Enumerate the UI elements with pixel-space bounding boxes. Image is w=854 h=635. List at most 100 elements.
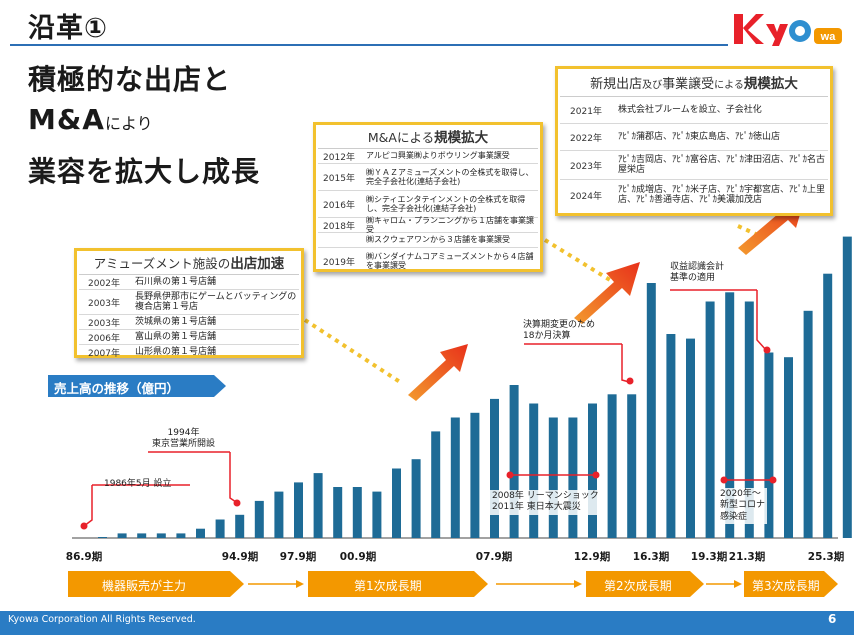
new-stores-callout-heading: 新規出店及び事業譲受による規模拡大 [558,69,830,96]
amusement-row-year: 2002年 [88,278,120,289]
headline-niyori: により [104,114,153,133]
lehman-marker-start [506,471,514,479]
ma-row: 2015年 ㈱ＹＡＺアミューズメントの全株式を取得し、完全子会社化(連結子会社) [318,164,538,191]
new-head-plain1: 新規出店 [590,77,643,92]
headline-line3: 業容を拡大し成長 [28,155,261,188]
sales-bar [215,519,225,538]
accounting-marker [763,346,771,354]
tokyo-marker [233,499,241,507]
logo-k-mark [734,14,764,44]
amusement-callout: アミューズメント施設の出店加速 2002年 石川県の第１号店舗 2003年 長野県伊… [74,248,304,359]
sales-bar [235,514,245,538]
ma-row-text: ㈱シティエンタテインメントの全株式を取得し、完全子会社化(連結子会社) [366,194,526,213]
sales-bar [686,338,695,538]
phase-label-3: 第2次成長期 [604,579,672,593]
amusement-row-text: 茨城県の第１号店舗 [135,316,217,327]
amusement-row-year: 2003年 [88,318,120,329]
phase-arrows [68,571,838,597]
ma-row-text: ㈱バンダイナムコアミューズメントから４店舗を事業譲受 [366,251,534,270]
sales-bar [470,412,480,538]
sales-bar [372,491,382,538]
amusement-row-year: 2006年 [88,333,120,344]
growth-arrow-2 [574,262,640,324]
phase-label-2: 第1次成長期 [354,579,422,593]
new-row: 2023年 ｱﾋﾟｶ吉岡店、ｱﾋﾟｶ富谷店、ｱﾋﾟｶ津田沼店、ｱﾋﾟｶ名古屋栄店 [560,151,828,180]
new-row-text: ｱﾋﾟｶ蒲郡店、ｱﾋﾟｶ東広島店、ｱﾋﾟｶ徳山店 [618,131,781,142]
accounting-leader [756,290,767,351]
sales-bar [705,301,715,538]
amusement-row: 2003年 茨城県の第１号店舗 [79,315,299,330]
ma-row-text: ㈱キャロム・プランニングから１店舗を事業譲受 [366,215,534,234]
x-tick-label: 21.3期 [728,551,766,563]
sales-bar [196,528,205,538]
connector-lines [303,194,806,401]
new-row: 2022年 ｱﾋﾟｶ蒲郡店、ｱﾋﾟｶ東広島店、ｱﾋﾟｶ徳山店 [560,124,828,151]
ma-row-year: 2012年 [323,152,355,163]
sales-bar [627,394,637,538]
x-tick-label: 97.9期 [279,551,317,563]
lehman-marker-end [592,471,600,479]
sales-bar [274,491,284,538]
page-number: 6 [828,612,837,626]
amusement-row: 2007年 山形県の第１号店舗 [79,345,299,359]
new-row-year: 2024年 [570,191,602,202]
sales-bar [333,487,343,538]
title-underline [10,44,728,46]
new-row-year: 2023年 [570,161,602,172]
new-row-text: ｱﾋﾟｶ成増店、ｱﾋﾟｶ米子店、ｱﾋﾟｶ宇都宮店、ｱﾋﾟｶ上里店、ｱﾋﾟｶ善通寺… [618,184,826,205]
headline-line2: M&Aにより [28,103,153,136]
sales-bar [411,459,421,538]
new-stores-callout: 新規出店及び事業譲受による規模拡大 2021年 株式会社ブルームを設立、子会社化 … [555,66,833,216]
note-lehman-earthquake: 2008年 リーマンショック 2011年 東日本大震災 [490,490,601,515]
sales-bar [842,236,852,538]
sales-bar [431,431,441,538]
sales-bar [509,385,519,538]
new-row-text: 株式会社ブルームを設立、子会社化 [618,104,762,115]
new-head-small2: による [714,80,744,91]
headline-line1: 積極的な出店と [28,63,232,96]
tokyo-leader [229,452,237,503]
sales-bar [254,500,264,538]
sales-bar [588,403,597,538]
new-row-text: ｱﾋﾟｶ吉岡店、ｱﾋﾟｶ富谷店、ｱﾋﾟｶ津田沼店、ｱﾋﾟｶ名古屋栄店 [618,154,826,175]
new-head-bold: 規模拡大 [743,76,798,92]
sales-bar [176,533,186,538]
note-fiscal-change: 決算期変更のため 18か月決算 [523,320,596,342]
bars-group [98,236,852,538]
ma-row: 2018年 ㈱キャロム・プランニングから１店舗を事業譲受 [318,215,538,234]
sales-bar [666,334,676,538]
ma-row: 2019年 ㈱バンダイナムコアミューズメントから４店舗を事業譲受 [318,248,538,274]
covid-marker-end [769,476,777,484]
note-founded: 1986年5月 設立 [104,479,172,489]
kyowa-logo: wa [734,14,842,46]
sales-bar [568,417,578,538]
headline-ma: M&A [28,103,105,136]
phase-arrow-3 [586,571,704,597]
sales-trend-label-text: 売上高の推移（億円） [54,381,180,396]
amusement-row-year: 2003年 [88,298,120,309]
sales-bar [352,487,362,538]
phase-arrow-4 [744,571,838,597]
sales-bar [823,273,833,538]
ma-row-text: ㈱ＹＡＺアミューズメントの全株式を取得し、完全子会社化(連結子会社) [366,167,534,186]
note-covid: 2020年～ 新型コロナ 感染症 [718,488,768,524]
x-tick-label: 19.3期 [690,551,728,563]
page-title: 沿革① [28,13,108,44]
x-tick-label: 86.9期 [65,551,103,563]
sales-bar [117,533,127,538]
sales-bar [156,533,166,538]
x-tick-label: 07.9期 [475,551,513,563]
ma-row-year: 2019年 [323,257,355,268]
amusement-row-year: 2007年 [88,348,120,359]
amusement-row: 2003年 長野県伊那市にゲームとバッティングの複合店第１号店 [79,290,299,315]
amusement-row: 2002年 石川県の第１号店舗 [79,275,299,290]
new-row-year: 2021年 [570,106,602,117]
sales-bar [529,403,539,538]
logo-y-mark [766,24,788,46]
phase-arrow-2 [308,571,488,597]
new-head-small: 及び [642,80,663,91]
x-tick-label: 12.9期 [573,551,611,563]
x-tick-label: 94.9期 [221,551,259,563]
new-row: 2024年 ｱﾋﾟｶ成増店、ｱﾋﾟｶ米子店、ｱﾋﾟｶ宇都宮店、ｱﾋﾟｶ上里店、ｱﾋ… [560,180,828,210]
amusement-row-text: 石川県の第１号店舗 [135,276,217,287]
